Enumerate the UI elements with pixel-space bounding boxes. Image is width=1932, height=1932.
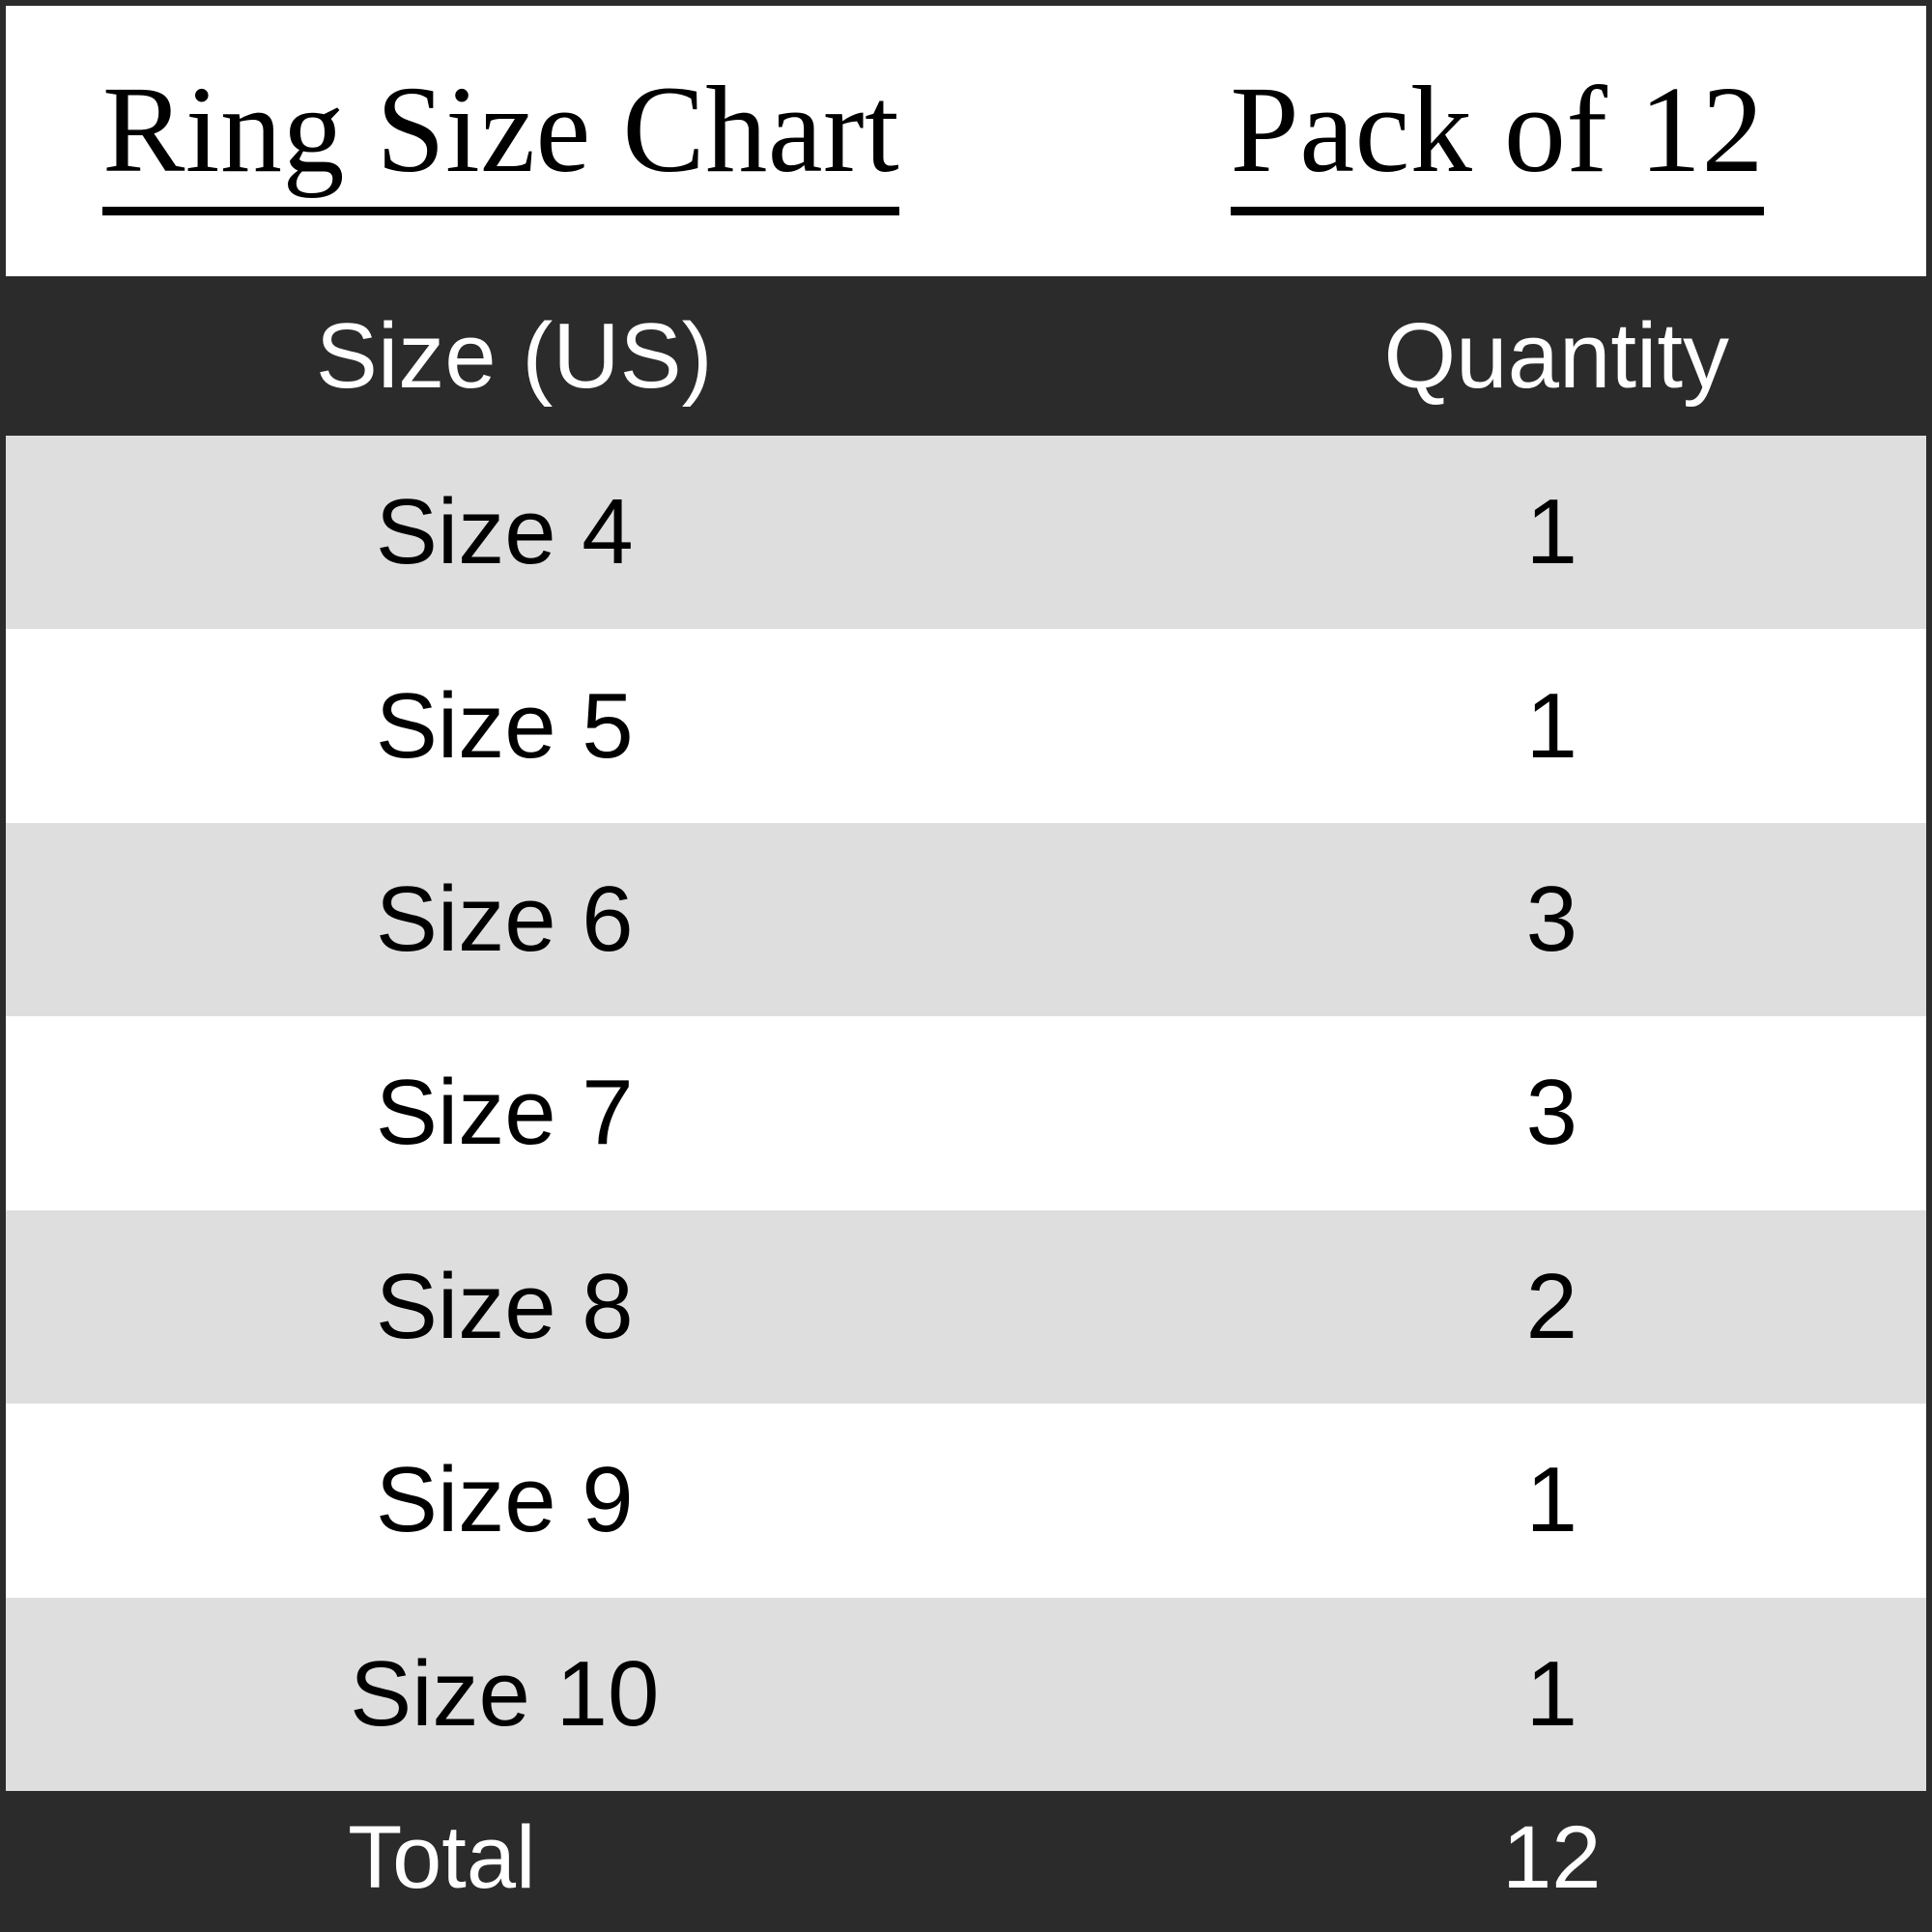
table-row: Size 5 1 <box>6 629 1926 823</box>
cell-quantity: 1 <box>1525 1448 1577 1552</box>
cell-quantity: 1 <box>1525 1641 1577 1746</box>
cell-size: Size 9 <box>375 1448 634 1552</box>
cell-size: Size 5 <box>375 673 634 778</box>
table-total-row: Total 12 <box>6 1790 1926 1926</box>
title-cell-left: Ring Size Chart <box>6 68 1197 215</box>
cell-size: Size 7 <box>375 1061 634 1165</box>
cell-quantity: 1 <box>1525 480 1577 584</box>
cell-size: Size 6 <box>375 867 634 972</box>
total-label: Total <box>348 1808 536 1908</box>
table-row: Size 4 1 <box>6 436 1926 630</box>
table-row: Size 8 2 <box>6 1209 1926 1405</box>
cell-size: Size 8 <box>375 1254 634 1358</box>
page-title: Ring Size Chart <box>102 68 900 215</box>
column-header-size: Size (US) <box>315 303 713 408</box>
cell-quantity: 1 <box>1525 673 1577 778</box>
table-row: Size 10 1 <box>6 1597 1926 1791</box>
pack-size-title: Pack of 12 <box>1230 68 1764 215</box>
cell-size: Size 10 <box>350 1641 660 1746</box>
size-quantity-table: Size (US) Quantity Size 4 1 Size 5 1 Siz… <box>6 276 1926 1926</box>
column-header-quantity: Quantity <box>1383 303 1730 408</box>
table-row: Size 7 3 <box>6 1016 1926 1210</box>
cell-quantity: 3 <box>1525 1061 1577 1165</box>
title-band: Ring Size Chart Pack of 12 <box>6 6 1926 276</box>
cell-quantity: 3 <box>1525 867 1577 972</box>
total-quantity: 12 <box>1502 1808 1602 1908</box>
title-cell-right: Pack of 12 <box>1197 68 1926 215</box>
cell-size: Size 4 <box>375 480 634 584</box>
table-row: Size 6 3 <box>6 822 1926 1017</box>
cell-quantity: 2 <box>1525 1254 1577 1358</box>
table-row: Size 9 1 <box>6 1404 1926 1598</box>
table-header-row: Size (US) Quantity <box>6 276 1926 436</box>
